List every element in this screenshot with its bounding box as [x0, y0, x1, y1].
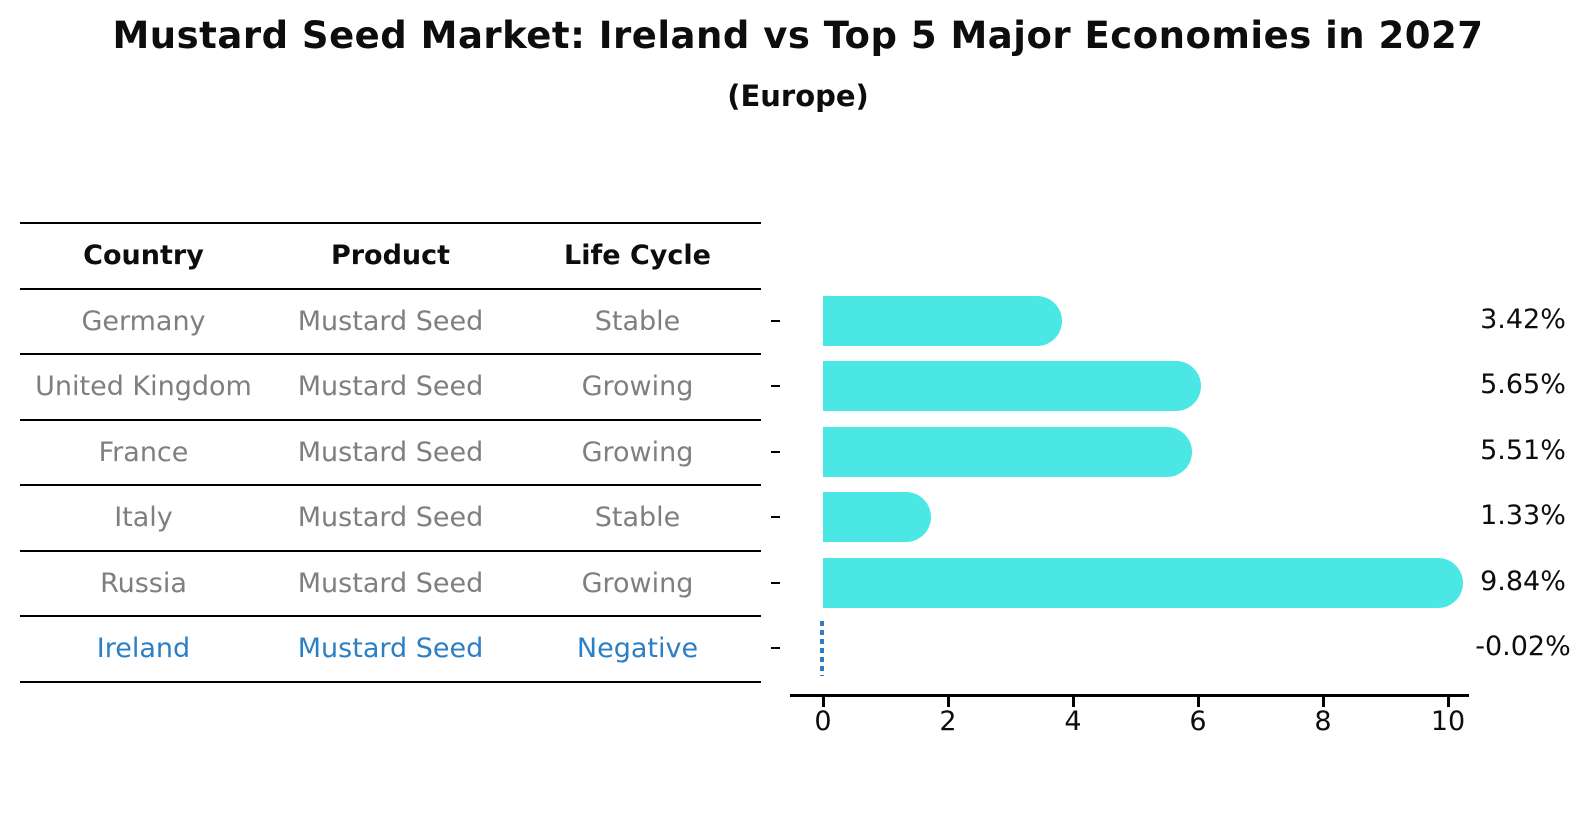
table-row: France Mustard Seed Growing	[20, 421, 761, 486]
x-axis-tick-label: 2	[939, 706, 957, 737]
x-axis-tick	[946, 695, 950, 707]
bar-italy	[823, 492, 932, 542]
table-cell-country: Russia	[100, 567, 187, 599]
chart-title: Mustard Seed Market: Ireland vs Top 5 Ma…	[112, 14, 1484, 57]
table-cell-product: Mustard Seed	[297, 305, 484, 337]
bar-france	[823, 426, 1193, 477]
table-row: Russia Mustard Seed Growing	[20, 552, 761, 617]
y-axis-tick	[771, 581, 780, 584]
y-axis-tick	[771, 319, 780, 322]
table-cell-product: Mustard Seed	[297, 436, 484, 468]
table-row: Italy Mustard Seed Stable	[20, 486, 761, 552]
table-cell-life-cycle: Stable	[594, 305, 681, 337]
table-row: Ireland Mustard Seed Negative	[20, 617, 761, 683]
y-axis-tick	[771, 385, 780, 387]
table-cell-life-cycle: Growing	[581, 371, 694, 403]
table-header-lifecycle: Life Cycle	[564, 240, 711, 272]
table-cell-life-cycle: Negative	[576, 633, 699, 665]
x-axis-tick	[1196, 695, 1200, 707]
table-header-country: Country	[83, 240, 204, 272]
y-axis-tick	[771, 647, 780, 649]
table-cell-product: Mustard Seed	[297, 633, 484, 665]
table-cell-product: Mustard Seed	[297, 502, 484, 534]
table-cell-life-cycle: Stable	[594, 502, 681, 534]
bar-value-label: -0.02%	[1475, 631, 1571, 662]
table-cell-country: Ireland	[96, 633, 191, 665]
bar-value-label: 3.42%	[1480, 303, 1566, 335]
bar-united-kingdom	[823, 361, 1202, 411]
table-cell-country: United Kingdom	[35, 371, 252, 403]
table-cell-country: Germany	[81, 305, 206, 337]
x-axis-tick	[1321, 695, 1325, 707]
table-row: United Kingdom Mustard Seed Growing	[20, 355, 761, 421]
bar-value-label: 5.65%	[1480, 369, 1566, 400]
table-cell-country: Italy	[114, 502, 173, 534]
table-header-product: Product	[330, 240, 451, 272]
bar-value-label: 1.33%	[1480, 500, 1566, 531]
data-table: Country Product Life Cycle Germany Mustar…	[20, 222, 761, 683]
x-axis-tick-label: 0	[814, 706, 832, 737]
x-axis-tick-label: 10	[1430, 706, 1466, 737]
x-axis-tick-label: 8	[1314, 706, 1332, 737]
x-axis-line	[790, 694, 1469, 697]
table-cell-product: Mustard Seed	[297, 371, 484, 403]
bar-ireland-zero-marker	[819, 620, 824, 676]
x-axis-tick	[1446, 695, 1450, 707]
bar-russia	[823, 557, 1463, 608]
bar-value-label: 5.51%	[1480, 434, 1566, 466]
table-cell-life-cycle: Growing	[581, 436, 694, 468]
chart-subtitle: (Europe)	[727, 79, 869, 113]
y-axis-tick	[771, 516, 780, 518]
table-cell-country: France	[98, 436, 189, 468]
x-axis-tick-label: 6	[1189, 706, 1207, 737]
bar-value-label: 9.84%	[1480, 565, 1566, 597]
x-axis-tick	[821, 695, 825, 707]
bar-germany	[823, 295, 1062, 346]
table-header-row: Country Product Life Cycle	[20, 224, 761, 290]
table-row: Germany Mustard Seed Stable	[20, 290, 761, 355]
x-axis-tick-label: 4	[1064, 706, 1082, 737]
y-axis-tick	[771, 450, 780, 453]
table-cell-product: Mustard Seed	[297, 567, 484, 599]
x-axis-tick	[1071, 695, 1075, 707]
table-cell-life-cycle: Growing	[581, 567, 694, 599]
